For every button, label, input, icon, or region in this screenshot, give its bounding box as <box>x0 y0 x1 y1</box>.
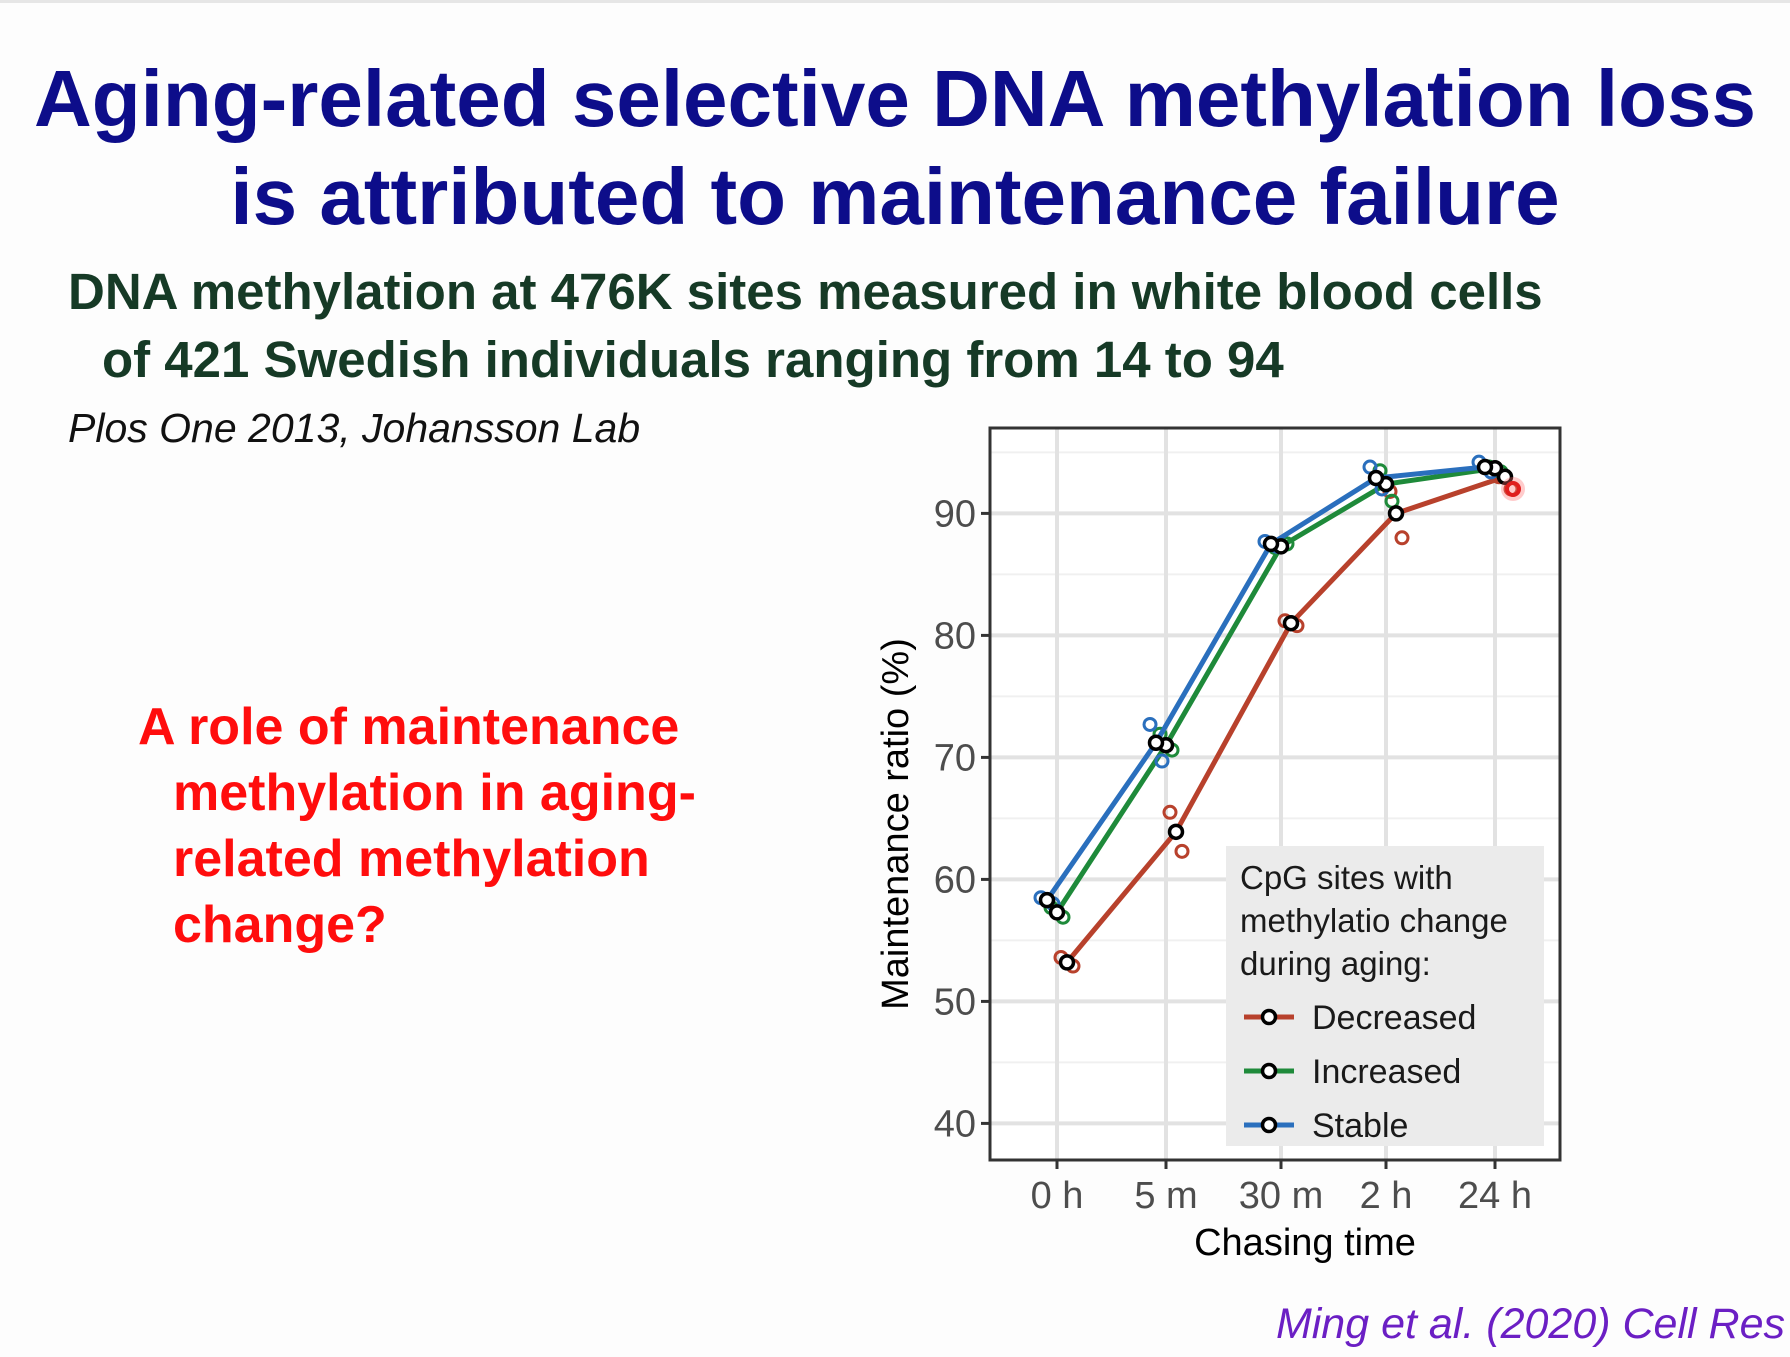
y-tick-label: 50 <box>934 981 976 1023</box>
y-tick-label: 70 <box>934 737 976 779</box>
highlight-glow <box>1501 477 1525 501</box>
mean-point-stable <box>1262 535 1280 553</box>
x-axis-title: Chasing time <box>1194 1222 1416 1264</box>
subtitle-line-1: DNA methylation at 476K sites measured i… <box>68 263 1543 320</box>
replicate-point <box>1154 753 1170 769</box>
legend-box <box>1226 846 1544 1146</box>
question-line-2: methylation in aging- <box>173 764 696 822</box>
replicate-point <box>1174 843 1190 859</box>
x-tick-label: 0 h <box>1031 1175 1084 1217</box>
question-line-3: related methylation <box>173 830 650 888</box>
replicate-point <box>1394 530 1410 546</box>
mean-point-decreased <box>1387 505 1405 522</box>
slide-subtitle: DNA methylation at 476K sites measured i… <box>68 258 1768 394</box>
mean-point-decreased <box>1167 823 1185 841</box>
y-tick-label: 40 <box>934 1103 976 1145</box>
y-axis-title: Maintenance ratio (%) <box>875 638 917 1010</box>
legend-label-increased: Increased <box>1312 1053 1461 1091</box>
legend: CpG sites with methylatio change during ag… <box>1226 846 1544 1146</box>
legend-title-line: CpG sites with <box>1240 859 1453 896</box>
mean-point-stable <box>1476 458 1494 476</box>
replicate-point <box>1142 716 1158 732</box>
top-rule <box>0 0 1790 3</box>
mean-point-decreased <box>1282 614 1300 632</box>
x-tick-label: 24 h <box>1458 1175 1532 1217</box>
replicate-point <box>1162 804 1178 820</box>
slide-title: Aging-related selective DNA methylation … <box>0 50 1790 246</box>
x-tick-label: 30 m <box>1239 1175 1323 1217</box>
question-line-4: change? <box>173 896 387 954</box>
legend-title-line: methylatio change <box>1240 902 1508 939</box>
mean-point-stable <box>1147 734 1165 752</box>
x-tick-label: 2 h <box>1360 1175 1413 1217</box>
research-question: A role of maintenance methylation in agi… <box>138 694 696 958</box>
legend-key-point <box>1260 1062 1278 1080</box>
legend-title-line: during aging: <box>1240 945 1431 982</box>
mean-point-decreased <box>1496 468 1514 486</box>
plot-border <box>988 426 1562 1162</box>
axes: 40 50 60 70 80 90 0 h 5 m 30 m 2 h 24 h <box>934 493 1532 1217</box>
subtitle-line-2: of 421 Swedish individuals ranging from … <box>102 331 1284 388</box>
legend-key-point <box>1260 1116 1278 1134</box>
series-layer <box>1033 454 1525 974</box>
question-line-1: A role of maintenance <box>138 698 680 756</box>
mean-point-increased <box>1048 904 1066 921</box>
source-citation: Plos One 2013, Johansson Lab <box>68 405 641 451</box>
legend-label-stable: Stable <box>1312 1107 1408 1145</box>
y-tick-label: 90 <box>934 493 976 535</box>
y-tick-label: 80 <box>934 615 976 657</box>
mean-point-stable <box>1038 891 1056 909</box>
legend-key-point <box>1260 1008 1278 1026</box>
y-tick-label: 60 <box>934 859 976 901</box>
legend-label-decreased: Decreased <box>1312 999 1476 1037</box>
title-line-2: is attributed to maintenance failure <box>230 152 1560 241</box>
mean-point-decreased <box>1058 954 1076 971</box>
paper-reference: Ming et al. (2020) Cell Res <box>1275 1300 1785 1348</box>
title-line-1: Aging-related selective DNA methylation … <box>34 54 1756 143</box>
mean-point-stable <box>1367 469 1385 487</box>
x-tick-label: 5 m <box>1134 1175 1197 1217</box>
highlight-point <box>1505 481 1521 497</box>
